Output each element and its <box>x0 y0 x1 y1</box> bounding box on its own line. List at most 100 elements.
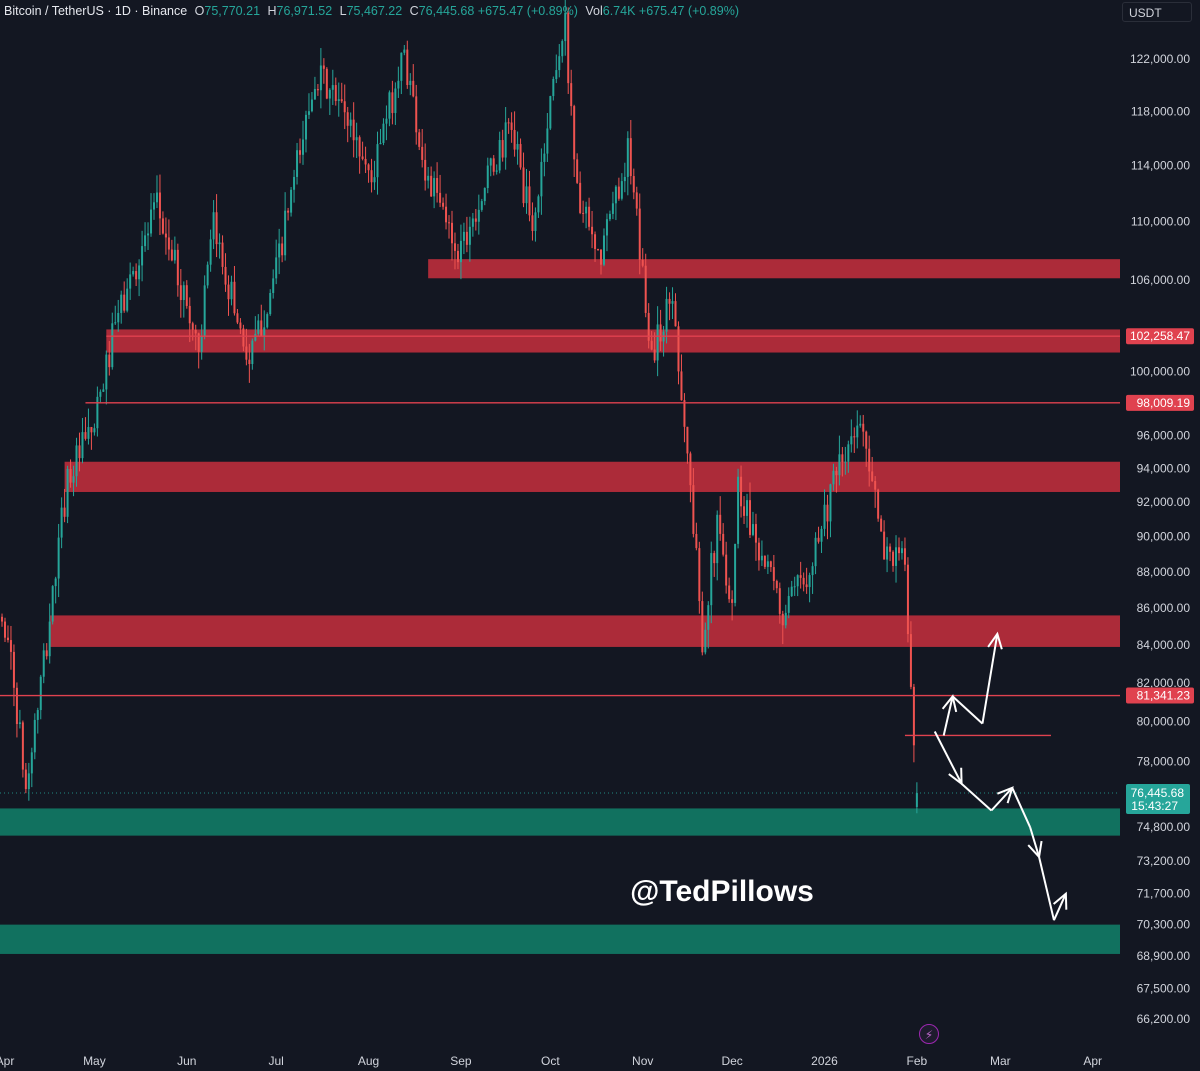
y-tick-label: 114,000.00 <box>1131 159 1190 173</box>
candle-body <box>260 320 263 337</box>
candle-body <box>915 793 918 807</box>
y-tick-label: 78,000.00 <box>1137 754 1191 768</box>
candle-body <box>436 178 439 193</box>
x-tick-label: Feb <box>907 1054 928 1068</box>
candle-body <box>749 500 751 535</box>
candle-body <box>871 471 874 481</box>
candle-body <box>492 158 495 172</box>
candle-body <box>751 524 754 535</box>
candle-body <box>823 504 826 529</box>
candle-body <box>474 218 477 222</box>
candle-body <box>516 144 519 150</box>
time-axis[interactable]: Apr May Jun Jul Aug Sep Oct Nov Dec 2026 Feb Mar Apr <box>0 1054 1102 1068</box>
candle-body <box>358 137 361 157</box>
level-price-label: 81,341.23 <box>1137 689 1191 703</box>
candle-body <box>307 111 310 115</box>
candle-body <box>892 551 895 566</box>
candle-body <box>710 553 713 606</box>
candle-body <box>57 537 60 579</box>
currency-selector[interactable]: USDT <box>1122 2 1192 22</box>
candle-body <box>534 212 537 231</box>
candle-body <box>477 209 480 222</box>
candle-body <box>328 89 331 99</box>
candle-body <box>117 312 120 323</box>
bearish-projection-arrow <box>933 731 1068 921</box>
candle-body <box>263 327 266 337</box>
candle-body <box>898 547 900 554</box>
candle-body <box>72 476 75 483</box>
candle-body <box>567 12 570 84</box>
candle-body <box>153 202 155 210</box>
candle-body <box>868 448 871 472</box>
candle-body <box>781 613 784 626</box>
candle-body <box>36 710 39 720</box>
candle-body <box>725 554 728 586</box>
candle-body <box>790 586 793 597</box>
candle-body <box>847 444 850 462</box>
candle-body <box>21 722 24 770</box>
candle-body <box>814 537 817 567</box>
candle-body <box>886 546 889 560</box>
candle-body <box>677 326 680 372</box>
candles-layer <box>1 0 918 814</box>
open-value: 75,770.21 <box>204 4 261 18</box>
candle-body <box>451 222 453 244</box>
candle-body <box>427 175 430 181</box>
candle-body <box>135 271 138 280</box>
candle-body <box>531 215 534 231</box>
price-axis[interactable]: 122,000.00 118,000.00 114,000.00 110,000.00… <box>1126 52 1194 1026</box>
candle-body <box>287 210 290 213</box>
zones-layer <box>0 259 1121 954</box>
candle-body <box>623 176 626 182</box>
candle-body <box>844 461 847 463</box>
candle-body <box>227 284 230 300</box>
candle-body <box>376 144 379 178</box>
candle-body <box>415 96 418 133</box>
candle-body <box>439 192 442 203</box>
candle-body <box>147 233 150 236</box>
support-zone <box>0 808 1120 836</box>
candle-body <box>150 209 153 234</box>
candle-body <box>12 651 15 688</box>
high-value: 76,971.52 <box>276 4 333 18</box>
candle-body <box>209 239 212 265</box>
candle-body <box>266 314 269 328</box>
candle-body <box>343 101 346 113</box>
candle-body <box>525 186 528 204</box>
candle-body <box>30 752 33 774</box>
close-value: 76,445.68 <box>418 4 475 18</box>
candle-body <box>114 322 117 324</box>
x-tick-label: Jun <box>177 1054 196 1068</box>
candle-body <box>230 281 233 300</box>
candle-body <box>188 305 191 324</box>
candle-body <box>1 616 4 622</box>
arrow-segment <box>942 696 954 736</box>
candle-body <box>27 773 30 790</box>
candle-body <box>132 271 135 275</box>
candle-body <box>191 323 194 330</box>
candle-body <box>826 504 829 522</box>
arrow-segment <box>1011 787 1032 828</box>
candle-body <box>248 359 251 364</box>
candle-body <box>346 112 349 126</box>
candle-body <box>778 588 781 614</box>
candle-body <box>728 585 731 600</box>
lightning-icon[interactable]: ⚡ <box>919 1024 939 1044</box>
arrow-segment <box>933 731 963 785</box>
candle-body <box>519 144 522 168</box>
x-tick-label: Apr <box>1083 1054 1102 1068</box>
candle-body <box>111 323 114 368</box>
candle-body <box>793 586 796 588</box>
level-price-label: 102,258.47 <box>1130 329 1190 343</box>
candle-body <box>722 533 725 555</box>
candle-body <box>138 265 141 280</box>
arrow-segment <box>990 787 1013 812</box>
y-tick-label: 122,000.00 <box>1130 52 1190 66</box>
candle-body <box>766 561 769 567</box>
symbol-title[interactable]: Bitcoin / TetherUS · 1D · Binance <box>4 4 188 18</box>
candle-body <box>218 242 221 245</box>
arrow-segment <box>951 695 984 725</box>
arrow-segment <box>1029 826 1041 858</box>
candle-body <box>650 340 653 350</box>
